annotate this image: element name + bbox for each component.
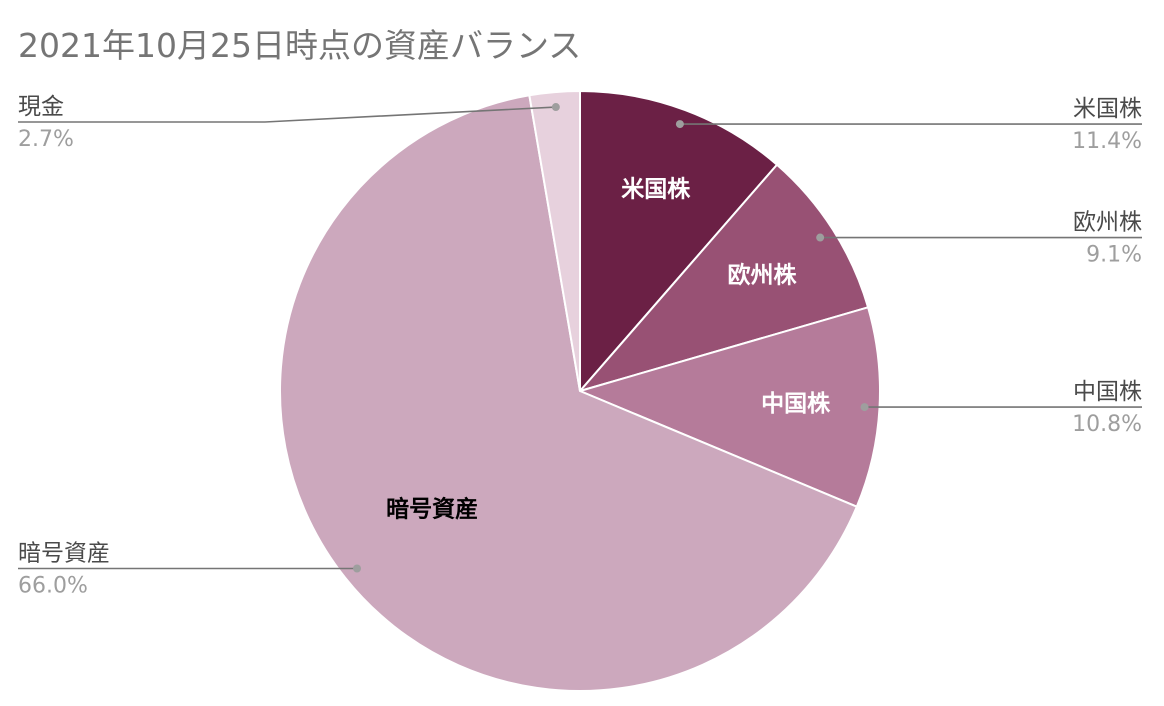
slice-inner-label: 米国株 [621, 177, 691, 203]
slice-inner-label: 中国株 [761, 391, 831, 417]
leader-line [18, 106, 556, 123]
slice-outer-label: 暗号資産 [18, 540, 110, 566]
leader-dot [860, 403, 869, 412]
slice-outer-label: 中国株 [1073, 379, 1142, 405]
slice-percent-label: 11.4% [1072, 129, 1142, 154]
pie-slices [279, 89, 881, 692]
slice-percent-label: 66.0% [18, 573, 88, 598]
leader-dot [551, 103, 560, 112]
leader-dot [675, 120, 684, 129]
leader-dot [353, 564, 362, 573]
pie-slice [528, 89, 581, 392]
slice-inner-label: 暗号資産 [386, 496, 478, 523]
pie-slice [577, 163, 870, 393]
slice-percent-label: 9.1% [1086, 243, 1142, 268]
outer-labels: 米国株 11.4% 欧州株 9.1% 中国株 10.8% 暗号資産 66.0% 現金 2.7% [18, 94, 1142, 598]
chart-title: 2021年10月25日時点の資産バランス [18, 26, 581, 65]
slice-percent-label: 10.8% [1072, 412, 1142, 437]
pie-slice [577, 306, 881, 508]
pie-slice [279, 94, 859, 692]
leader-lines [18, 103, 1142, 573]
slice-outer-label: 欧州株 [1073, 210, 1142, 236]
pie-slice [579, 89, 779, 394]
slice-inner-label: 欧州株 [728, 263, 798, 289]
slice-percent-label: 2.7% [18, 127, 74, 152]
slice-outer-label: 米国株 [1073, 96, 1142, 122]
slice-outer-label: 現金 [18, 94, 64, 120]
leader-dot [816, 233, 825, 242]
